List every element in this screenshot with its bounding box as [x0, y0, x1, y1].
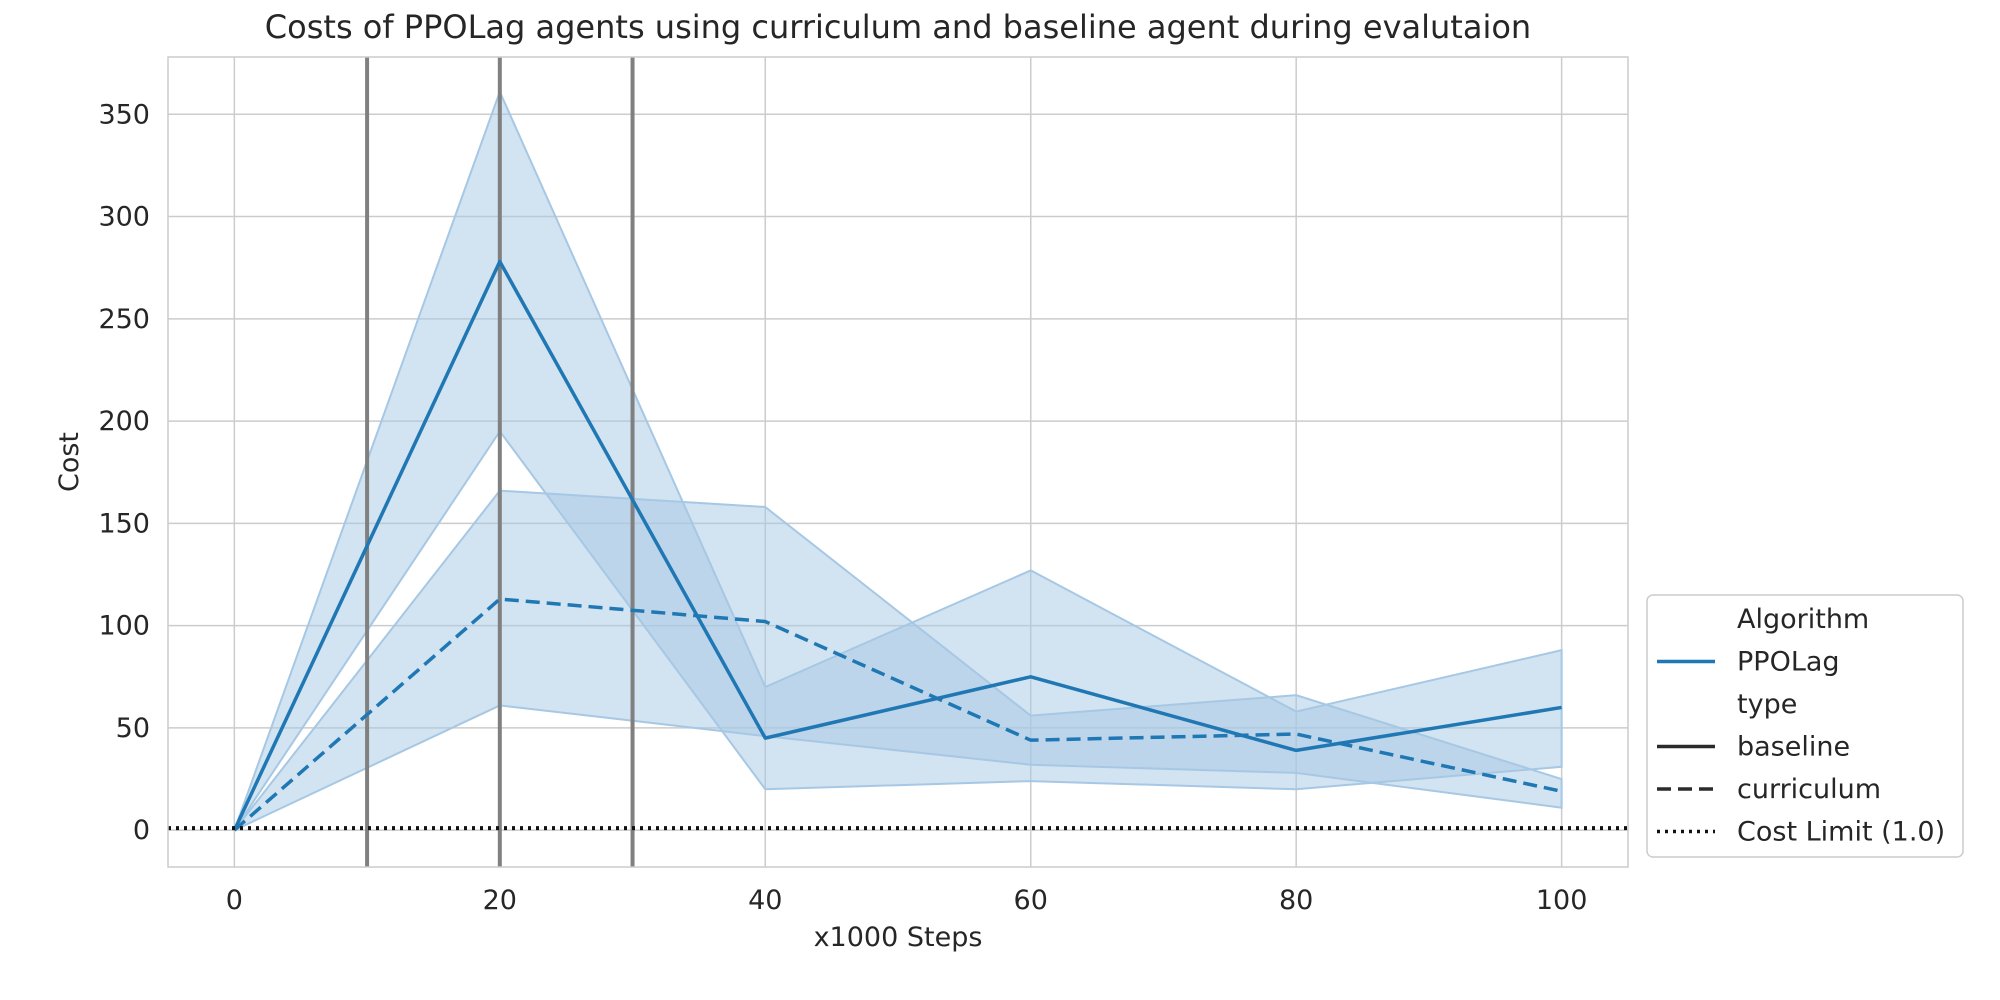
chart-title: Costs of PPOLag agents using curriculum … — [265, 8, 1531, 46]
legend-label: Algorithm — [1737, 604, 1869, 635]
x-axis-label: x1000 Steps — [814, 922, 983, 953]
y-tick-label: 150 — [98, 508, 150, 539]
x-tick-labels: 0 20 40 60 80 100 — [226, 885, 1588, 916]
y-tick-label: 200 — [98, 406, 150, 437]
legend-label: Cost Limit (1.0) — [1737, 817, 1945, 848]
x-tick-label: 20 — [483, 885, 517, 916]
legend-label: curriculum — [1737, 774, 1881, 805]
y-axis-label: Cost — [54, 432, 85, 492]
plot-frame — [167, 56, 1629, 868]
y-tick-label: 100 — [98, 611, 150, 642]
x-tick-label: 100 — [1536, 885, 1588, 916]
x-tick-label: 80 — [1279, 885, 1313, 916]
y-tick-label: 300 — [98, 202, 150, 233]
legend-box — [1646, 594, 1964, 858]
y-tick-label: 50 — [116, 713, 150, 744]
legend-label: type — [1737, 689, 1797, 720]
x-tick-label: 0 — [226, 885, 243, 916]
legend-label: baseline — [1737, 732, 1850, 763]
legend: Algorithm PPOLag type baseline curriculum Cos… — [1646, 594, 1964, 858]
y-tick-label: 0 — [133, 815, 150, 846]
band-curriculum — [233, 489, 1563, 832]
confidence-bands — [233, 89, 1563, 832]
y-tick-labels: 0 50 100 150 200 250 300 350 — [98, 99, 150, 846]
curriculum-stage-lines — [365, 57, 635, 867]
y-tick-label: 250 — [98, 304, 150, 335]
legend-label: PPOLag — [1737, 647, 1840, 678]
x-tick-label: 60 — [1014, 885, 1048, 916]
series-lines — [232, 259, 1563, 832]
x-tick-label: 40 — [748, 885, 782, 916]
series-line-curriculum — [233, 597, 1563, 832]
y-tick-label: 350 — [98, 99, 150, 130]
